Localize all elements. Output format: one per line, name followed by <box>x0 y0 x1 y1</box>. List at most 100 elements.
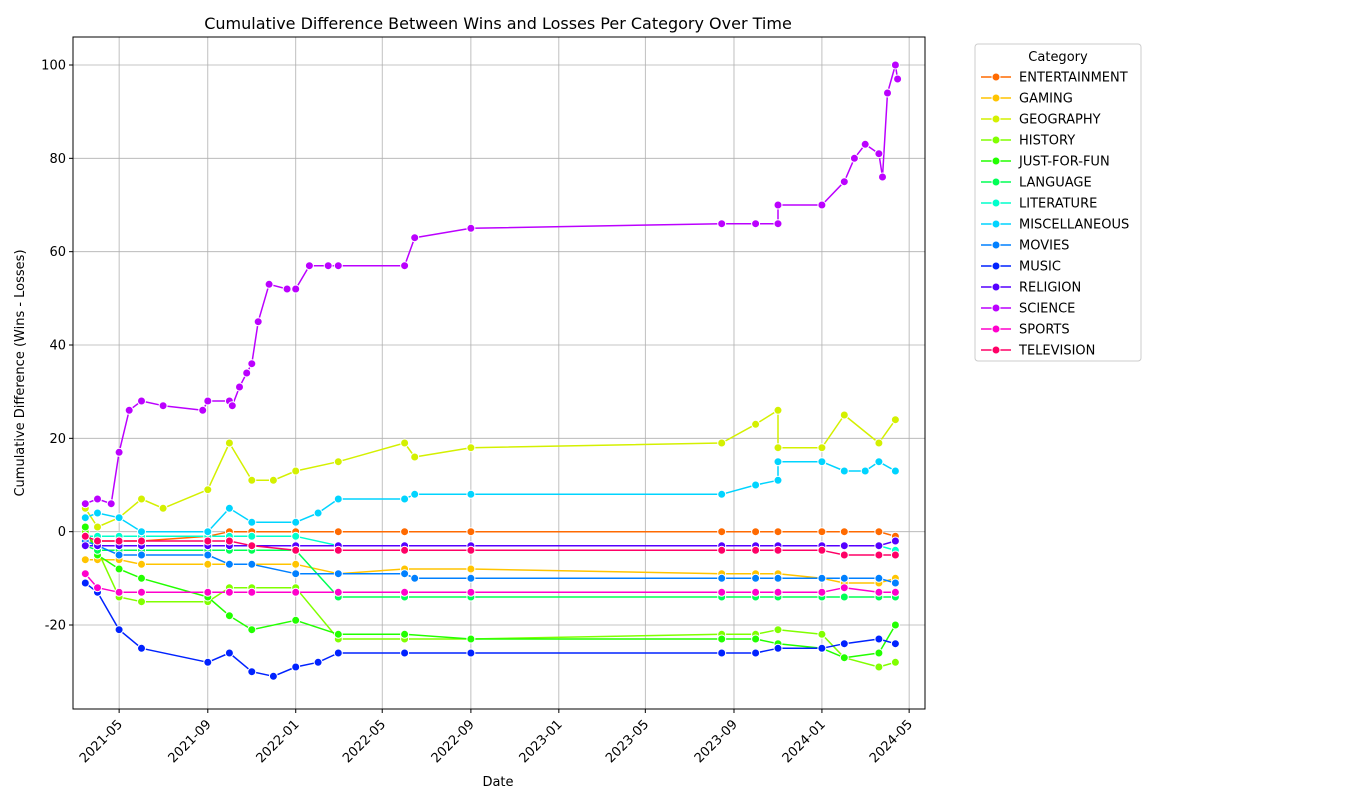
data-point <box>291 662 301 672</box>
data-point <box>717 648 727 658</box>
x-tick-label: 2023-09 <box>692 717 741 766</box>
data-point <box>817 643 827 653</box>
data-point <box>839 527 849 537</box>
data-point <box>291 284 301 294</box>
legend-marker-movies <box>991 240 1001 250</box>
data-point <box>874 438 884 448</box>
data-point <box>80 513 90 523</box>
data-point <box>874 662 884 672</box>
data-point <box>400 261 410 271</box>
data-point <box>224 559 234 569</box>
data-point <box>291 615 301 625</box>
data-point <box>247 541 257 551</box>
y-tick-label: 20 <box>49 432 66 447</box>
data-point <box>224 536 234 546</box>
data-point <box>466 564 476 574</box>
data-point <box>291 569 301 579</box>
data-point <box>224 587 234 597</box>
series-miscellaneous <box>80 457 900 537</box>
data-point <box>247 587 257 597</box>
data-point <box>839 550 849 560</box>
data-point <box>203 559 213 569</box>
legend-marker-entertainment <box>991 72 1001 82</box>
data-point <box>227 401 237 411</box>
legend-frame <box>974 43 1142 362</box>
legend-marker-science <box>991 303 1001 313</box>
data-point <box>874 527 884 537</box>
data-point <box>874 587 884 597</box>
x-tick-label: 2023-01 <box>517 717 566 766</box>
data-point <box>890 466 900 476</box>
data-point <box>203 657 213 667</box>
legend-marker-history <box>991 135 1001 145</box>
series-music <box>80 578 900 681</box>
data-point <box>466 443 476 453</box>
data-point <box>80 555 90 565</box>
series-line-music <box>84 582 896 678</box>
chart-title: Cumulative Difference Between Wins and L… <box>204 14 792 33</box>
data-point <box>773 545 783 555</box>
data-point <box>291 545 301 555</box>
data-point <box>839 653 849 663</box>
data-point <box>268 671 278 681</box>
data-point <box>874 573 884 583</box>
data-point <box>137 587 146 597</box>
data-point <box>80 569 90 579</box>
data-point <box>466 545 476 555</box>
data-point <box>849 153 859 163</box>
data-point <box>773 625 783 635</box>
data-point <box>333 494 343 504</box>
data-point <box>890 587 900 597</box>
data-point <box>93 583 102 593</box>
data-point <box>400 569 410 579</box>
data-point <box>466 223 476 233</box>
data-point <box>247 359 257 369</box>
data-point <box>313 508 323 518</box>
data-point <box>773 527 783 537</box>
legend: Category ENTERTAINMENT GAMING GEOGRAPHY HIS… <box>974 43 1142 362</box>
data-point <box>890 550 900 560</box>
data-point <box>751 480 761 490</box>
data-point <box>80 531 90 541</box>
data-point <box>893 74 903 84</box>
data-point <box>874 550 884 560</box>
data-point <box>874 457 884 467</box>
data-point <box>860 466 870 476</box>
data-point <box>400 587 410 597</box>
data-point <box>890 657 900 667</box>
data-point <box>282 284 292 294</box>
data-point <box>400 438 410 448</box>
legend-label-gaming: GAMING <box>1019 92 1073 107</box>
data-point <box>773 587 783 597</box>
legend-label-language: LANGUAGE <box>1019 176 1092 191</box>
data-point <box>466 527 476 537</box>
legend-label-geography: GEOGRAPHY <box>1019 113 1101 128</box>
x-axis: 2021-05 2021-09 2022-01 2022-05 2022-09 2023-… <box>77 709 916 766</box>
data-point <box>203 396 213 406</box>
data-point <box>890 415 900 425</box>
data-point <box>839 583 849 593</box>
data-point <box>137 597 146 607</box>
data-point <box>291 517 301 527</box>
series-line-miscellaneous <box>85 460 896 533</box>
series-group <box>80 60 903 681</box>
series-line-science <box>85 64 899 505</box>
x-axis-title: Date <box>482 775 513 790</box>
data-point <box>717 545 727 555</box>
data-point <box>817 457 827 467</box>
data-point <box>313 657 323 667</box>
data-point <box>717 573 727 583</box>
y-tick-label: 0 <box>58 525 66 540</box>
data-point <box>268 475 278 485</box>
data-point <box>80 499 90 509</box>
data-point <box>114 625 124 635</box>
data-point <box>878 172 887 182</box>
legend-label-miscellaneous: MISCELLANEOUS <box>1019 218 1129 233</box>
data-point <box>890 620 900 630</box>
data-point <box>400 545 410 555</box>
data-point <box>333 457 343 467</box>
data-point <box>93 522 102 532</box>
data-point <box>410 233 420 243</box>
plot-frame <box>72 36 926 710</box>
